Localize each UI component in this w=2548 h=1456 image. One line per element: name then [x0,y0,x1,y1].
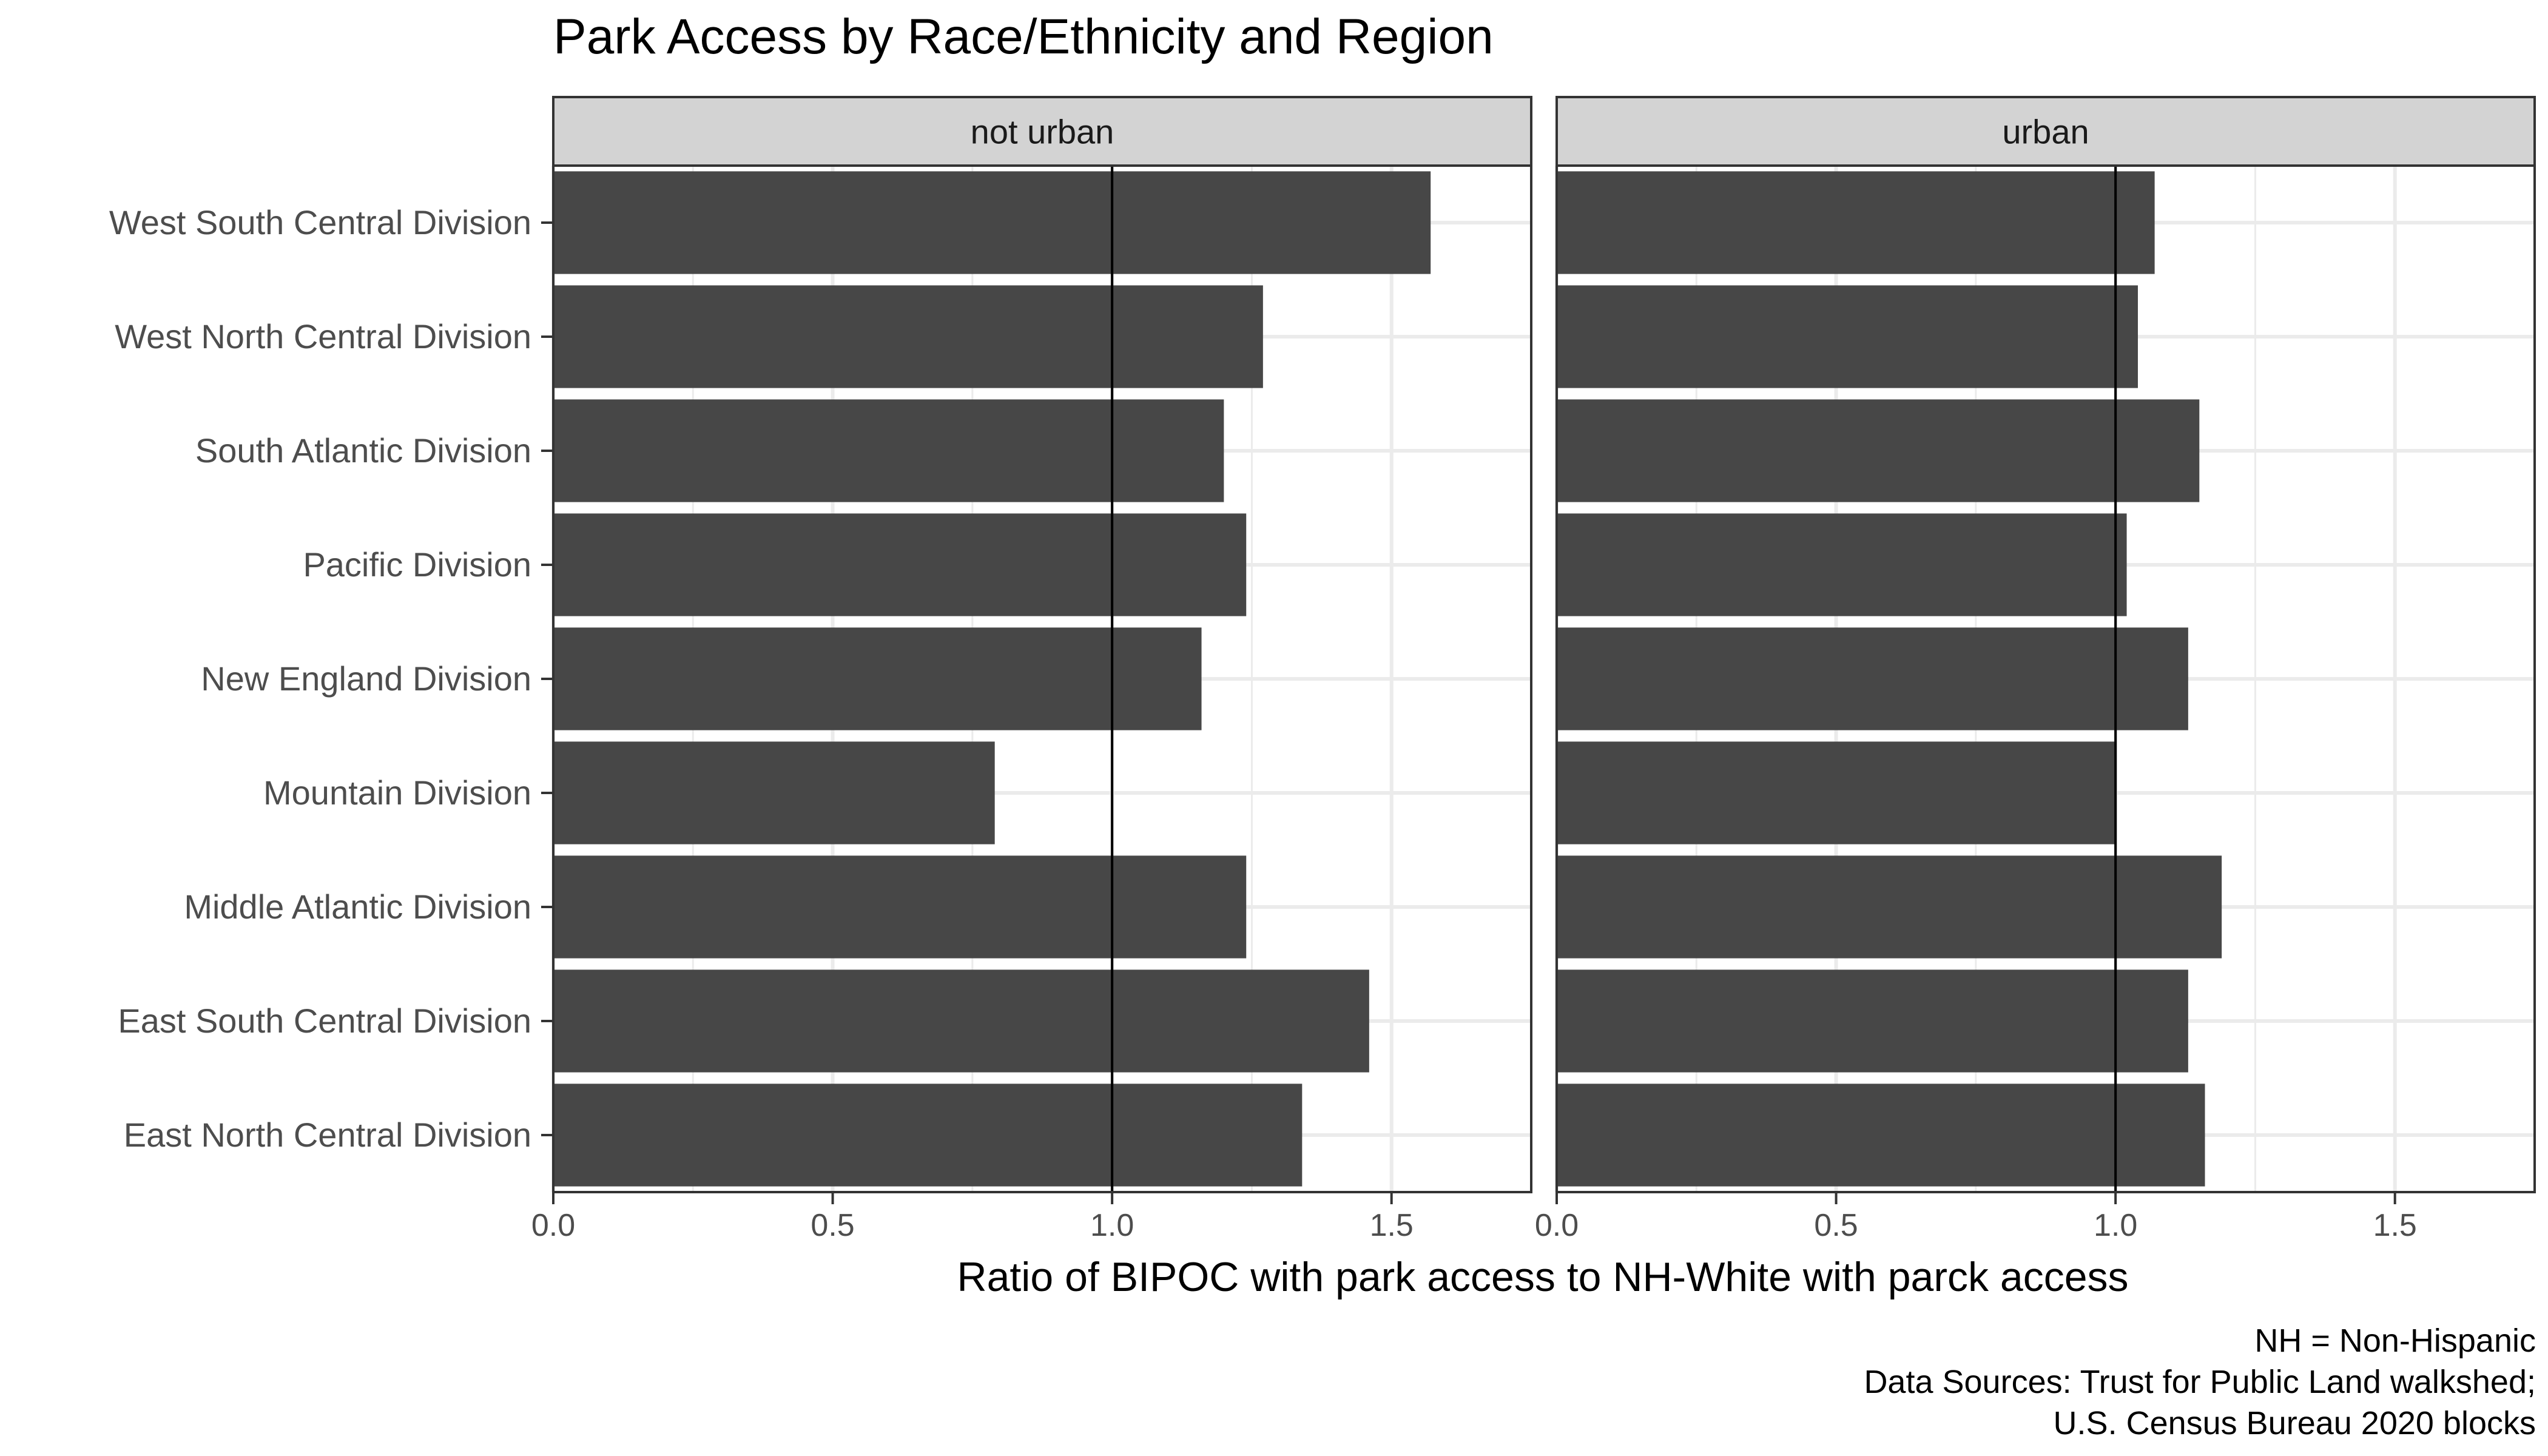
category-label: East North Central Division [124,1116,531,1154]
facet-label: not urban [971,113,1114,151]
caption-line-1: NH = Non-Hispanic [2254,1323,2536,1359]
bar-1-5 [1557,741,2116,844]
bar-1-7 [1557,969,2188,1073]
caption-line-2: Data Sources: Trust for Public Land walk… [1864,1364,2536,1400]
bar-1-3 [1557,513,2127,616]
category-label: East South Central Division [118,1002,531,1040]
bar-0-0 [553,171,1431,274]
x-tick-label: 0.5 [811,1208,854,1243]
facet-panel-1: urban 0.0 0.5 1.0 1.5 [1535,96,2536,1243]
bar-0-4 [553,627,1202,730]
x-tick-label: 1.5 [1370,1208,1414,1243]
category-label: Mountain Division [263,774,531,812]
bar-1-6 [1557,855,2222,959]
x-tick-label: 0.0 [531,1208,575,1243]
category-label: Middle Atlantic Division [184,888,531,926]
category-label: West South Central Division [109,203,531,241]
category-label: New England Division [201,659,531,698]
x-tick-label: 1.0 [1090,1208,1134,1243]
x-axis-title: Ratio of BIPOC with park access to NH-Wh… [957,1254,2128,1300]
bar-0-8 [553,1084,1303,1187]
bar-1-4 [1557,627,2188,730]
bar-1-1 [1557,285,2138,388]
bar-0-7 [553,969,1369,1073]
bar-1-0 [1557,171,2155,274]
category-label: South Atlantic Division [195,431,531,470]
facet-panel-0: not urban 0.0 0.5 1.0 1.5 [531,96,1532,1243]
category-label: Pacific Division [303,545,531,584]
category-label: West North Central Division [115,317,531,356]
bar-0-1 [553,285,1263,388]
facet-label: urban [2002,113,2089,151]
x-tick-label: 0.0 [1535,1208,1579,1243]
x-tick-label: 1.0 [2094,1208,2137,1243]
caption-line-3: U.S. Census Bureau 2020 blocks [2054,1405,2536,1441]
bar-1-2 [1557,399,2200,502]
bar-0-2 [553,399,1224,502]
bar-0-6 [553,855,1247,959]
x-tick-label: 1.5 [2373,1208,2417,1243]
bar-0-5 [553,741,995,844]
bar-1-8 [1557,1084,2205,1187]
x-tick-label: 0.5 [1814,1208,1858,1243]
bar-0-3 [553,513,1247,616]
facet-strip [552,96,1532,167]
facet-panels: not urban 0.0 0.5 1.0 1.5 urban 0.0 0.5 1.0 1.5 We… [109,96,2536,1243]
chart-title: Park Access by Race/Ethnicity and Region [553,9,1494,64]
facet-strip [1555,96,2536,167]
